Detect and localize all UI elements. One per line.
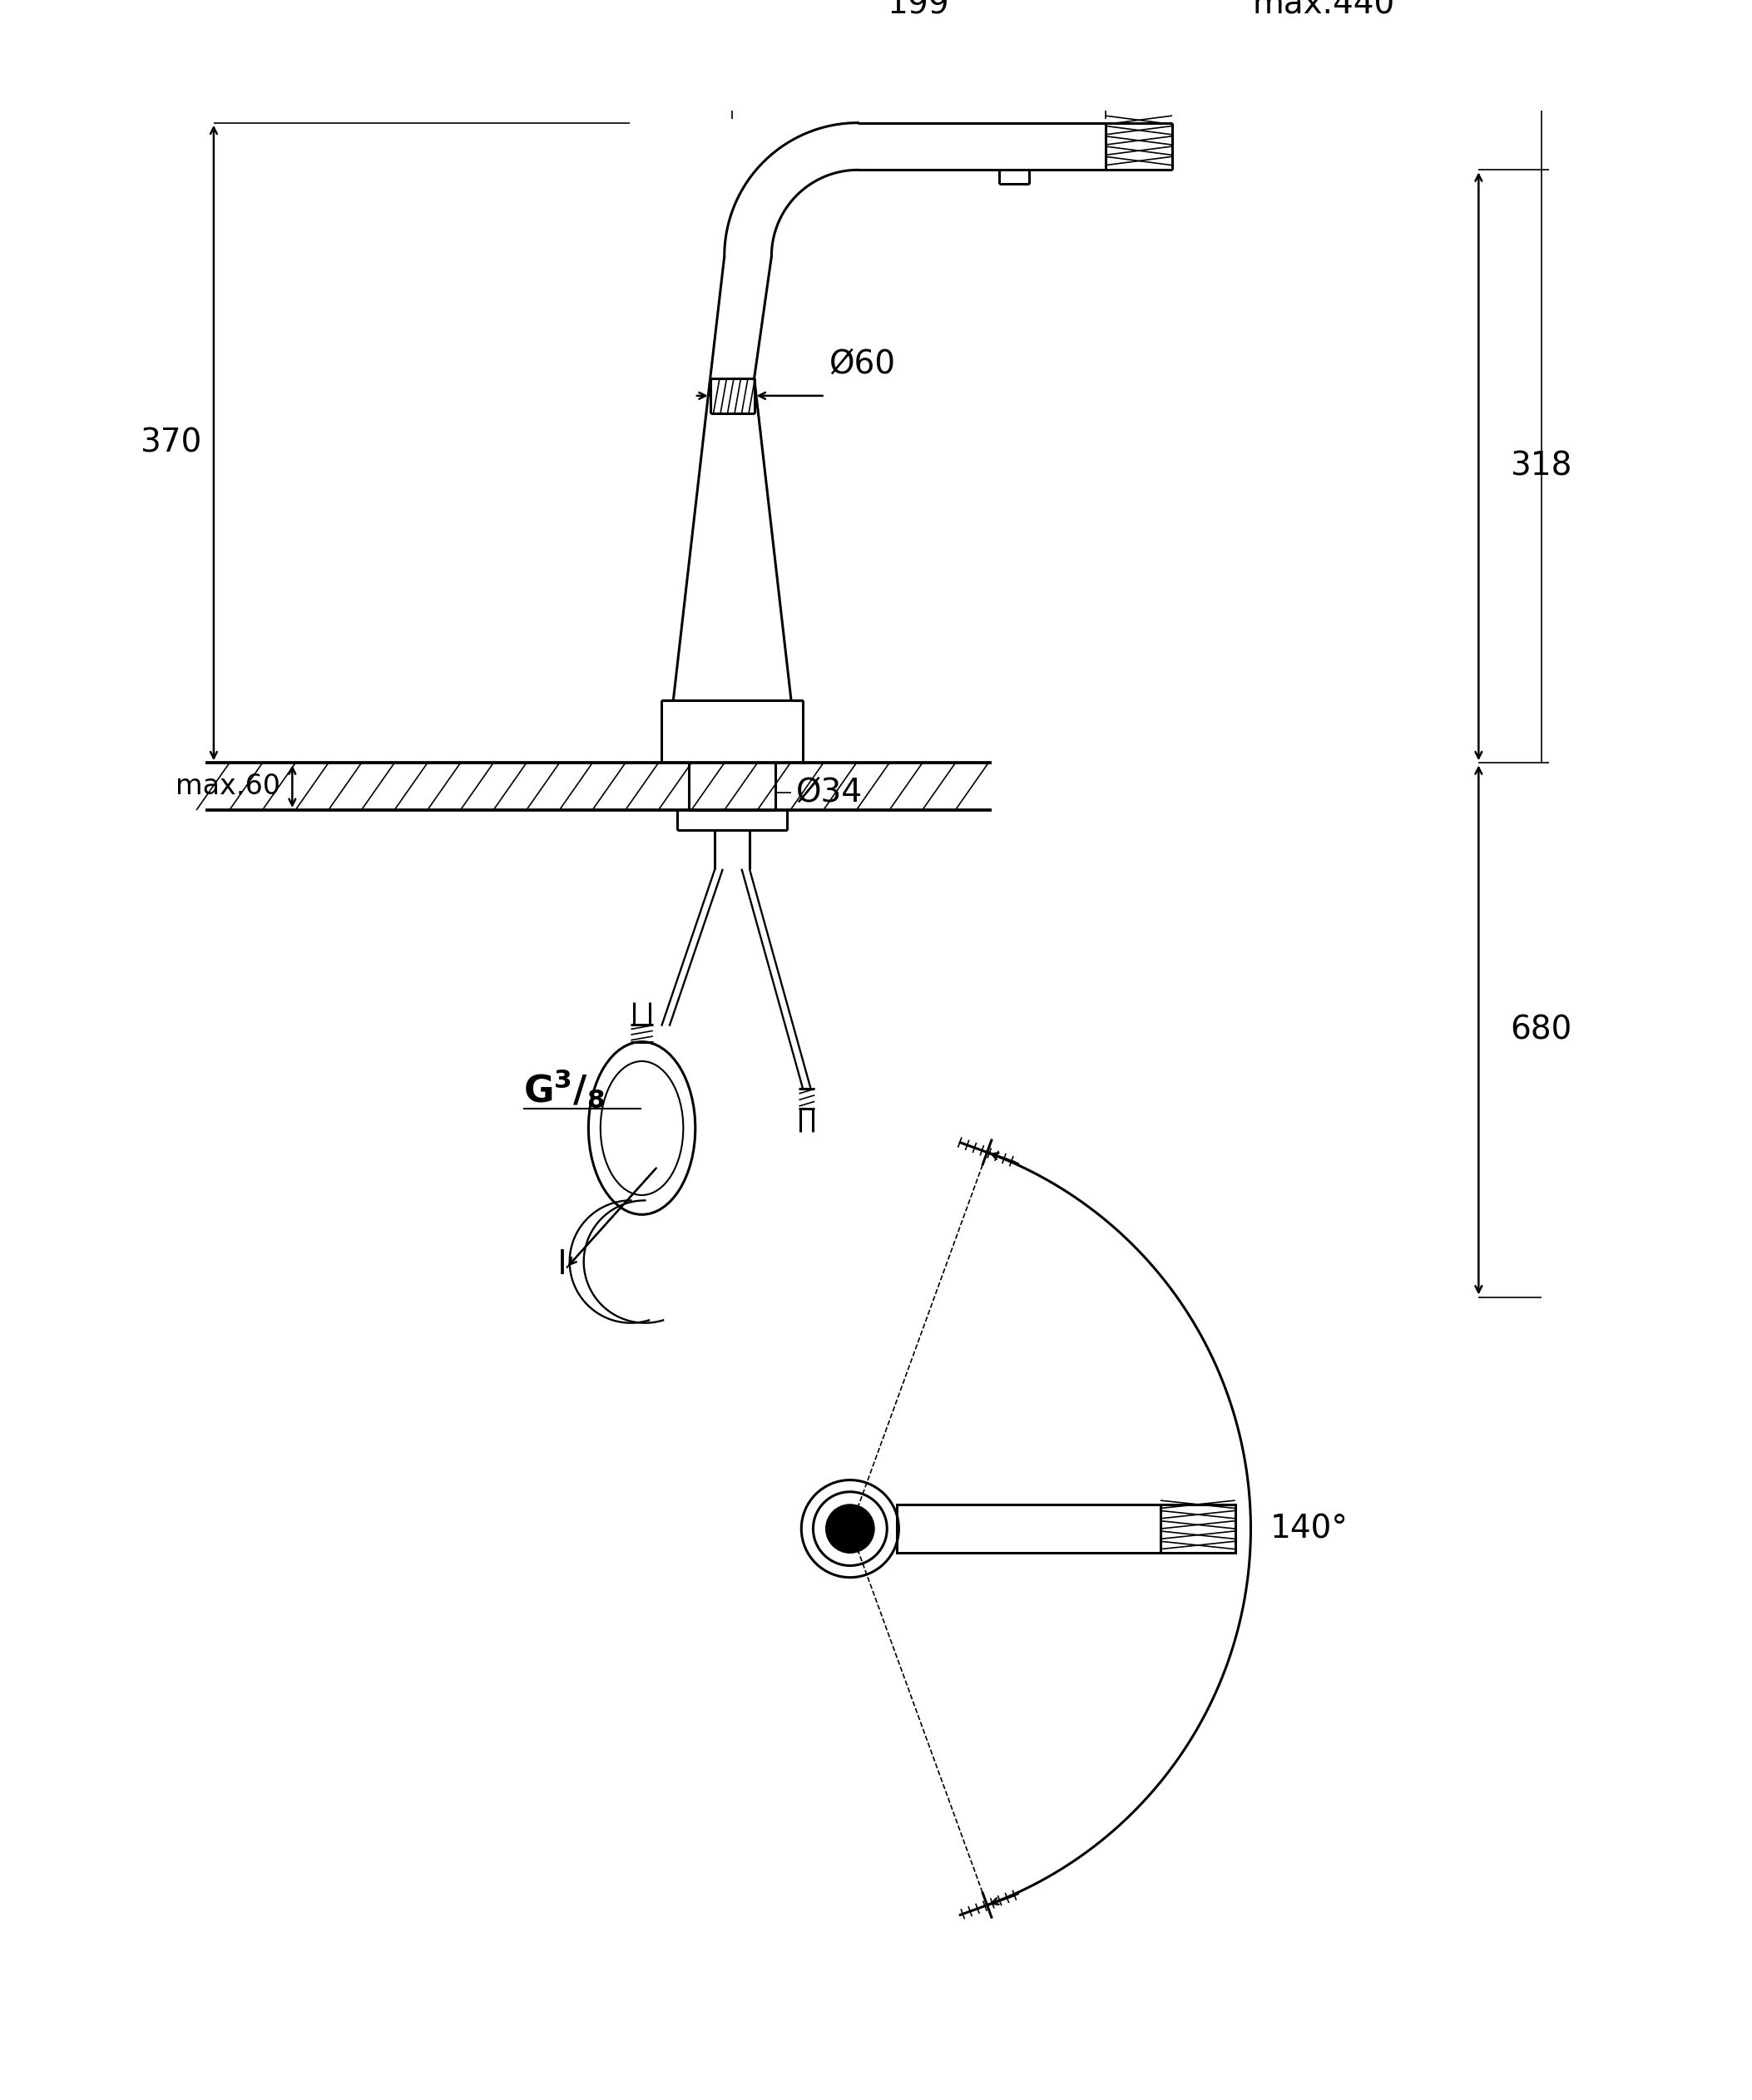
Bar [897,1504,1235,1554]
Text: Ø60: Ø60 [829,349,895,380]
Text: G$^{\mathbf{3}}$/$_{\mathbf{8}}$: G$^{\mathbf{3}}$/$_{\mathbf{8}}$ [524,1067,604,1111]
Text: 370: 370 [140,426,201,458]
Text: 318: 318 [1510,452,1572,483]
Text: 140°: 140° [1270,1512,1349,1544]
Text: 680: 680 [1510,1014,1572,1046]
Text: 199: 199 [888,0,950,21]
Text: max.440: max.440 [1253,0,1395,21]
Text: max.60: max.60 [175,773,280,800]
Text: Ø34: Ø34 [795,777,862,808]
Circle shape [827,1506,874,1552]
